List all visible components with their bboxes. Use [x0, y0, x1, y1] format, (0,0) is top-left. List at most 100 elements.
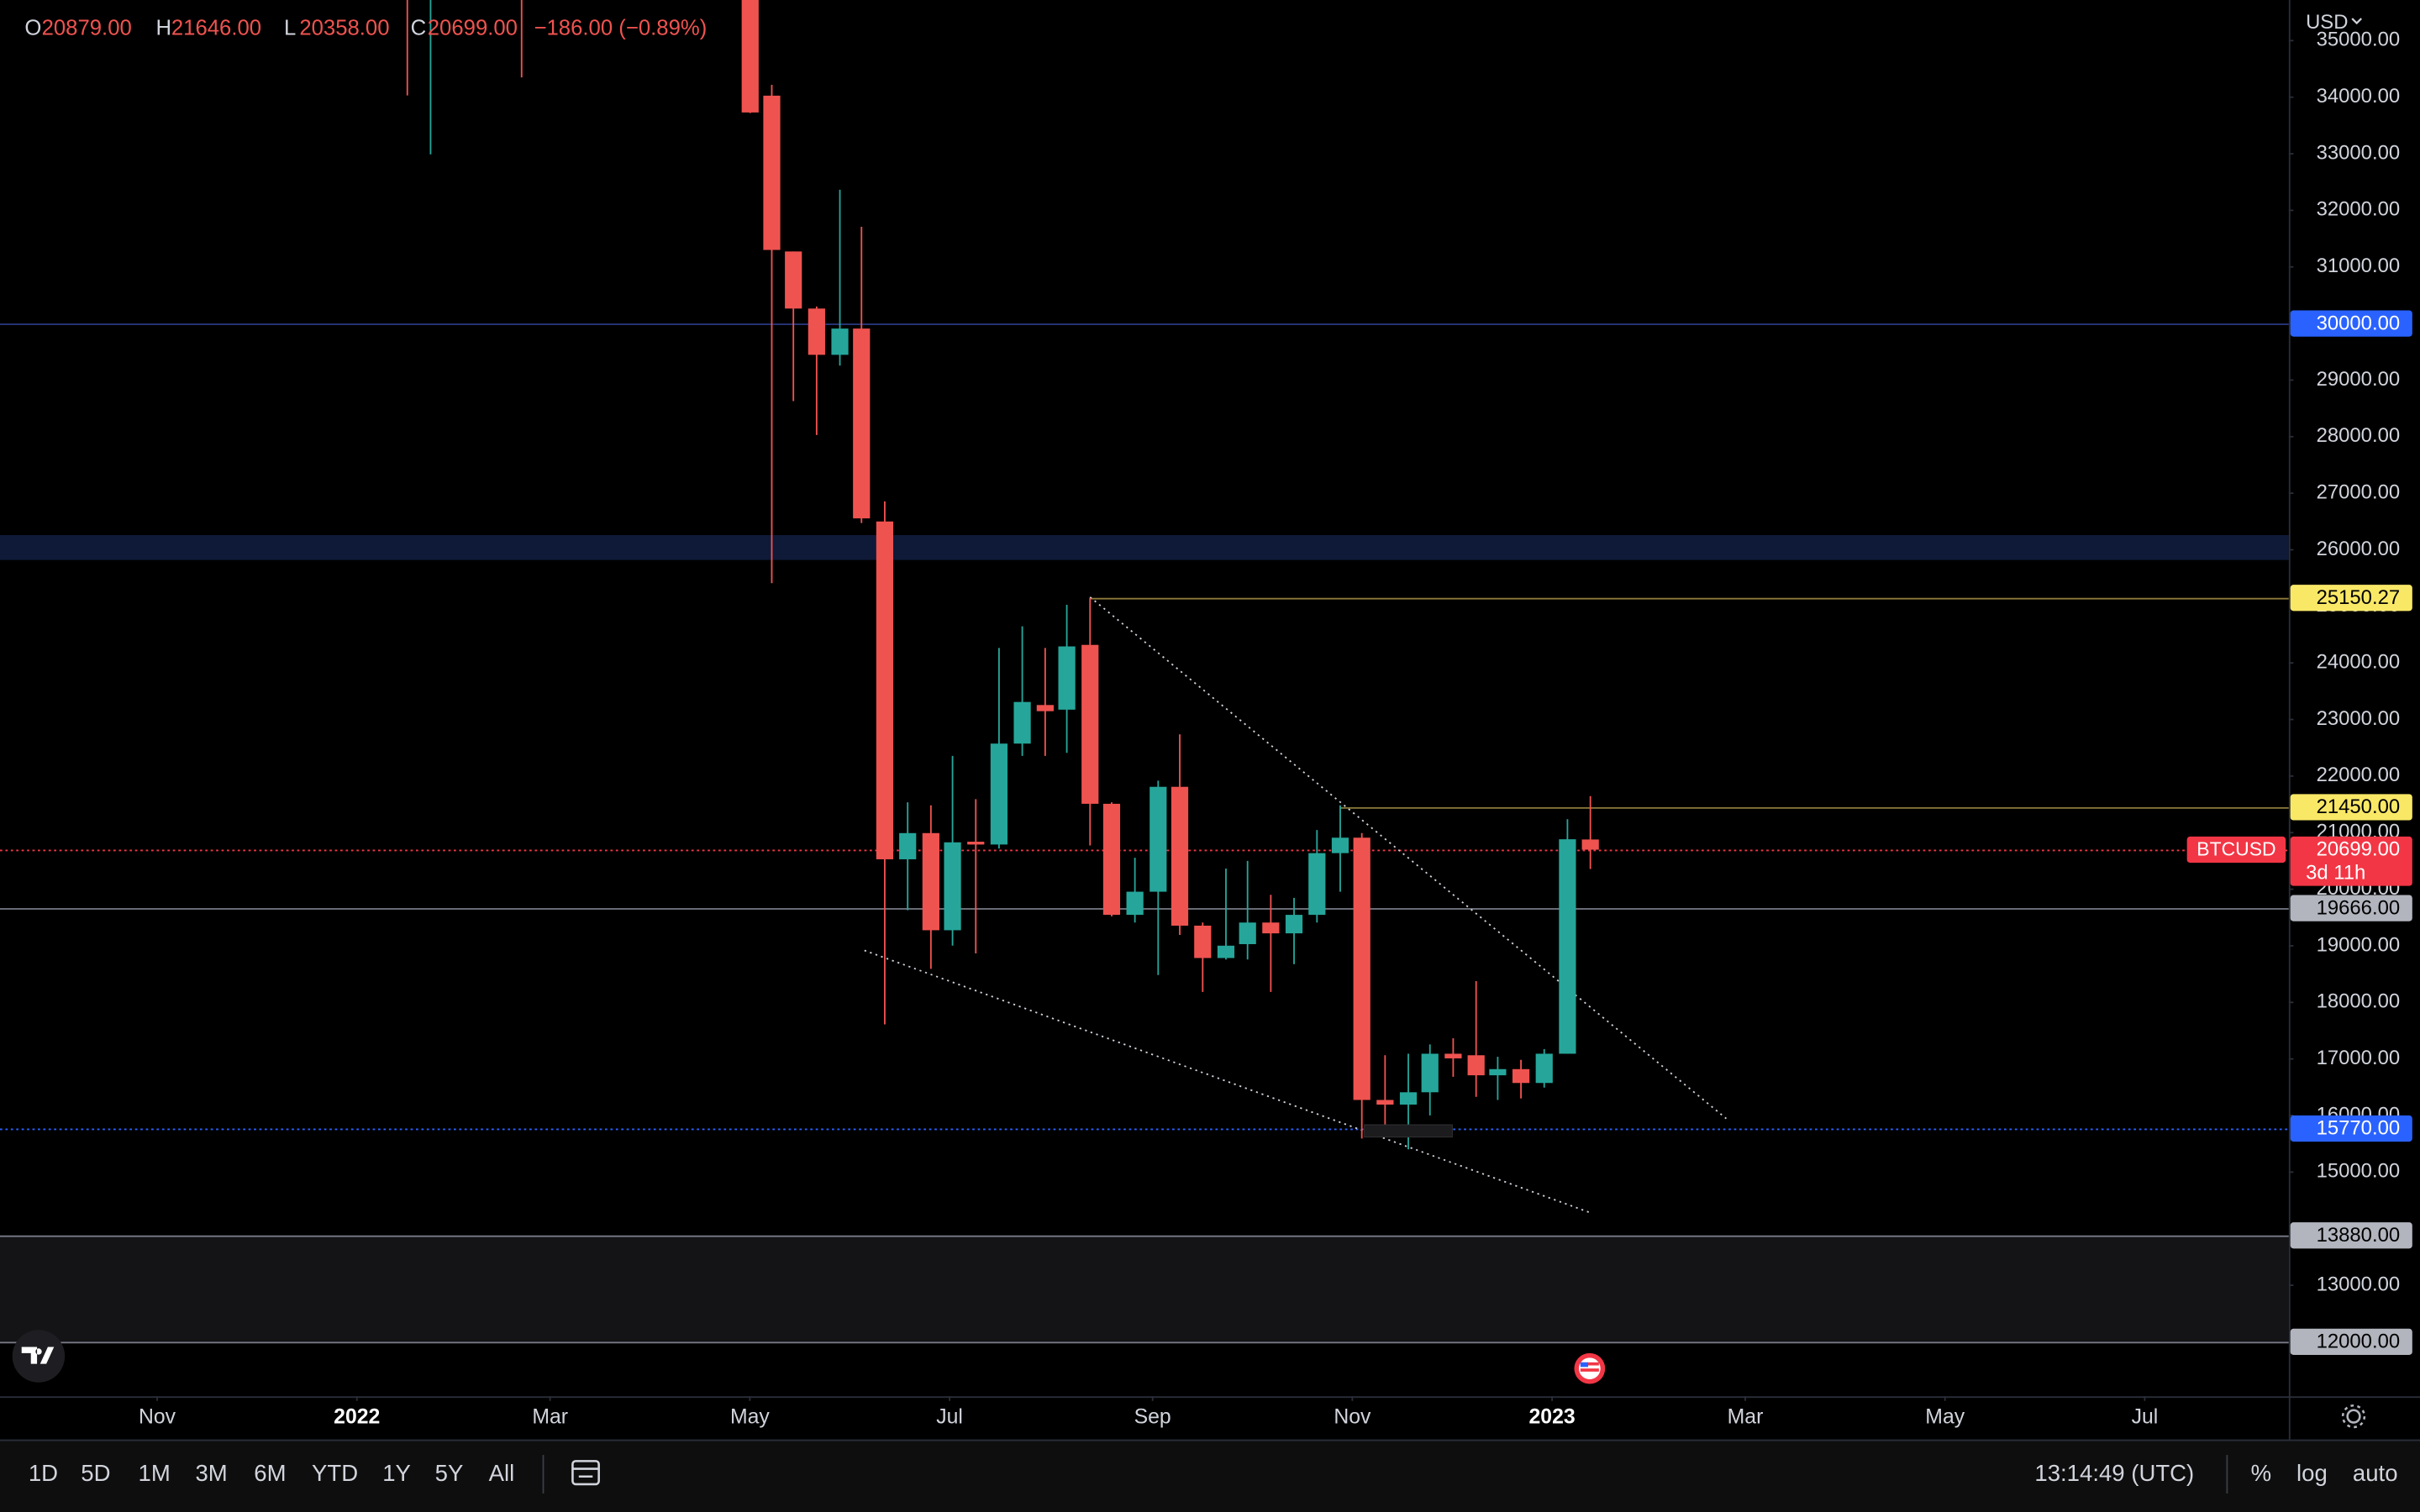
settings-icon[interactable] — [2341, 1404, 2366, 1429]
price-level-box — [2290, 1222, 2412, 1249]
y-tick-label: 18000.00 — [2317, 990, 2401, 1013]
price-level-label: 15770.00 — [2317, 1117, 2401, 1140]
y-tick-label: 35000.00 — [2317, 29, 2401, 51]
price-zone — [0, 1235, 2289, 1342]
y-tick-label: 26000.00 — [2317, 538, 2401, 560]
ohlc-label: C — [411, 17, 427, 40]
ohlc-label: H — [156, 17, 172, 40]
y-tick-label: 29000.00 — [2317, 368, 2401, 391]
bottom-toolbar — [0, 1439, 2420, 1512]
tradingview-logo[interactable] — [12, 1330, 66, 1383]
candle-body — [763, 95, 781, 250]
range-button[interactable]: 5Y — [435, 1460, 464, 1486]
candle-body — [1126, 891, 1144, 916]
x-tick-label: 2022 — [334, 1406, 380, 1429]
x-tick-label: May — [1925, 1406, 1965, 1429]
x-tick-label: Nov — [1334, 1406, 1371, 1429]
price-level-label: 13880.00 — [2317, 1224, 2401, 1247]
y-tick-label: 19000.00 — [2317, 933, 2401, 956]
ohlc-change: −186.00 (−0.89%) — [534, 17, 708, 40]
x-tick-label: May — [730, 1406, 770, 1429]
candle-body — [1217, 945, 1235, 958]
plot-area — [0, 0, 2289, 1344]
candle-body — [1581, 839, 1599, 850]
currency-selector[interactable]: USD — [2306, 11, 2348, 34]
price-level-box — [2290, 794, 2412, 821]
clock[interactable]: 13:14:49 (UTC) — [2034, 1460, 2194, 1486]
price-level-label: 21450.00 — [2317, 795, 2401, 818]
range-button[interactable]: 5D — [81, 1460, 110, 1486]
ohlc-label: L — [284, 17, 296, 40]
candle-body — [1353, 837, 1370, 1100]
y-tick-label: 22000.00 — [2317, 764, 2401, 786]
ohlc-value: 20699.00 — [428, 17, 518, 40]
y-tick-label: 17000.00 — [2317, 1047, 2401, 1069]
range-button[interactable]: 6M — [254, 1460, 286, 1486]
candle-body — [1013, 701, 1031, 744]
y-tick-label: 34000.00 — [2317, 85, 2401, 108]
axes: 13000.0015000.0016000.0017000.0018000.00… — [139, 29, 2412, 1429]
candle-body — [1036, 705, 1054, 711]
price-level-label: 30000.00 — [2317, 312, 2401, 334]
y-tick-label: 31000.00 — [2317, 255, 2401, 277]
candle-body — [1467, 1055, 1485, 1076]
candle-body — [1171, 786, 1189, 926]
symbol-tag-box — [2186, 836, 2286, 864]
candle-body — [944, 842, 961, 931]
range-button[interactable]: 3M — [195, 1460, 227, 1486]
symbol-tag: BTCUSD — [2196, 837, 2275, 859]
candle-body — [922, 832, 939, 931]
price-level-box — [2290, 585, 2412, 612]
price-level-box — [2290, 836, 2412, 886]
candle-body — [1239, 922, 1256, 944]
range-button[interactable]: 1M — [139, 1460, 171, 1486]
range-button[interactable]: All — [489, 1460, 515, 1486]
price-level-label: 19666.00 — [2317, 896, 2401, 919]
candle-body — [1559, 839, 1576, 1054]
price-level-label: 25150.27 — [2317, 586, 2401, 609]
candle-body — [1444, 1053, 1462, 1058]
candle-body — [1421, 1053, 1439, 1093]
candle-body — [1102, 803, 1121, 916]
price-level-box — [2290, 895, 2412, 921]
candle-body — [1150, 786, 1167, 892]
price-level-box — [2290, 1115, 2412, 1142]
x-tick-label: Sep — [1134, 1406, 1171, 1429]
countdown-label: 3d 11h — [2306, 861, 2365, 884]
range-button[interactable]: 1D — [29, 1460, 58, 1486]
y-tick-label: 24000.00 — [2317, 651, 2401, 674]
candle-body — [808, 308, 825, 355]
scale-option[interactable]: auto — [2353, 1460, 2398, 1486]
candle-body — [1285, 915, 1303, 934]
x-tick-label: Nov — [139, 1406, 176, 1429]
candle-body — [1081, 644, 1099, 804]
y-tick-label: 23000.00 — [2317, 707, 2401, 730]
scale-option[interactable]: log — [2296, 1460, 2328, 1486]
currency-chevron[interactable] — [2351, 18, 2362, 25]
candle-body — [741, 0, 759, 113]
ohlc-value: 20358.00 — [299, 17, 389, 40]
candle-body — [876, 521, 894, 859]
y-tick-label: 13000.00 — [2317, 1273, 2401, 1295]
candle-body — [1512, 1068, 1530, 1084]
candle-body — [990, 743, 1008, 845]
candle-body — [1331, 837, 1349, 853]
candle-body — [853, 328, 871, 519]
range-button[interactable]: YTD — [312, 1460, 358, 1486]
candle-body — [1262, 922, 1280, 934]
candle-body — [785, 251, 802, 309]
candle-body — [1399, 1092, 1418, 1105]
drawing-label-box — [1364, 1124, 1453, 1138]
price-level-box — [2290, 310, 2412, 337]
y-tick-label: 32000.00 — [2317, 198, 2401, 221]
x-tick-label: Mar — [532, 1406, 568, 1429]
us-flag-event[interactable] — [1574, 1352, 1606, 1384]
calendar-icon[interactable] — [571, 1460, 600, 1486]
range-button[interactable]: 1Y — [382, 1460, 411, 1486]
candle-body — [1489, 1068, 1507, 1076]
scale-option[interactable]: % — [2251, 1460, 2272, 1486]
candle-body — [831, 328, 849, 355]
ohlc-label: O — [24, 17, 41, 40]
candle-body — [967, 842, 985, 845]
